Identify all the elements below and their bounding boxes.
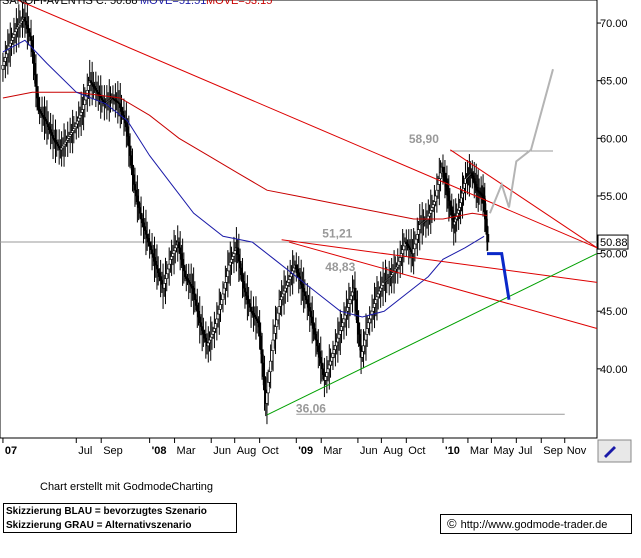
scenario-legend: Skizzierung BLAU = bevorzugtes Szenario … [3, 503, 237, 533]
y-tick-label: 45.00 [600, 306, 628, 318]
y-tick-label: 40.00 [600, 364, 628, 376]
x-tick-label: Mar [177, 445, 196, 457]
x-tick-label: Aug [383, 445, 403, 457]
x-tick-label: '10 [445, 445, 460, 457]
level-annotation: 51,21 [322, 226, 352, 240]
legend-blue-text: Skizzierung BLAU = bevorzugtes Szenario [6, 506, 207, 517]
pencil-icon [604, 446, 616, 458]
x-tick-label: Jun [213, 445, 231, 457]
x-tick-label: '09 [298, 445, 313, 457]
x-tick-label: Jul [78, 445, 92, 457]
x-tick-label: Jun [360, 445, 378, 457]
x-tick-label: Oct [408, 445, 425, 457]
moving-average-long-label: MOVE=53.15 [206, 0, 272, 7]
last-price-box [597, 234, 629, 250]
source-url[interactable]: http://www.godmode-trader.de [460, 519, 608, 531]
moving-average-short [2, 39, 485, 318]
level-annotation: 36,06 [296, 402, 326, 416]
x-tick-label: Mar [323, 445, 342, 457]
x-tick-label: Oct [262, 445, 279, 457]
x-tick-label: Sep [103, 445, 123, 457]
x-tick-label: Jul [518, 445, 532, 457]
x-tick-label: 07 [5, 445, 17, 457]
trend-line-2 [281, 239, 598, 283]
moving-average-short-label: MOVE=51.51 [140, 0, 206, 7]
level-annotation: 58,90 [409, 132, 439, 146]
x-tick-label: '08 [152, 445, 167, 457]
trend-line-3 [288, 241, 598, 329]
drawing-tool-button[interactable] [597, 439, 632, 463]
x-tick-label: Mar [470, 445, 489, 457]
scenario-grey-path [488, 68, 554, 214]
scenario-blue-path [487, 252, 511, 300]
last-price-label: 50.88 [600, 237, 628, 249]
y-tick-label: 65.00 [600, 76, 628, 88]
trend-line-1 [450, 149, 598, 249]
source-url-box[interactable]: © http://www.godmode-trader.de [440, 514, 632, 534]
level-annotation: 48,83 [325, 260, 355, 274]
y-tick-label: 70.00 [600, 18, 628, 30]
instrument-title: SANOFI-AVENTIS C. 50.88 [2, 0, 138, 7]
y-tick-label: 55.00 [600, 191, 628, 203]
y-tick-label: 50.00 [600, 249, 628, 261]
candle-body [486, 234, 490, 243]
x-tick-label: Aug [237, 445, 257, 457]
legend-grey-text: Skizzierung GRAU = Alternativszenario [6, 520, 192, 531]
x-tick-label: Nov [567, 445, 587, 457]
plot-frame [0, 0, 598, 439]
x-tick-label: Sep [543, 445, 563, 457]
y-tick-label: 60.00 [600, 133, 628, 145]
x-tick-label: May [493, 445, 514, 457]
chart-credit: Chart erstellt mit GodmodeCharting [40, 481, 214, 493]
copyright-icon: © [447, 516, 457, 531]
moving-average-long [2, 91, 488, 220]
trend-line-4 [266, 253, 598, 416]
trend-line-0 [17, 0, 598, 249]
